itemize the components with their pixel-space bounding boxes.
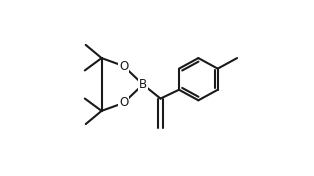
Text: O: O: [119, 96, 128, 109]
Text: O: O: [119, 59, 128, 73]
Text: B: B: [139, 78, 147, 91]
